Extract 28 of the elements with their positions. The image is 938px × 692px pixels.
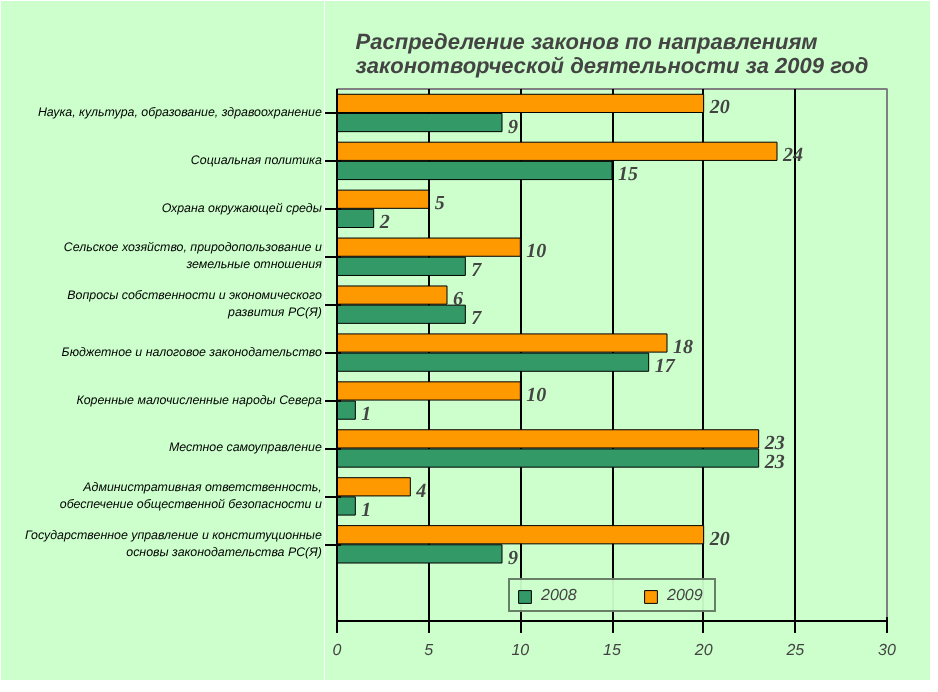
data-label: 4 bbox=[414, 480, 427, 503]
chart-title: Распределение законов по направлениям законотворческой деятельности за 2009 год bbox=[355, 31, 869, 79]
data-label: 7 bbox=[471, 260, 484, 283]
data-label: 10 bbox=[526, 241, 547, 264]
x-tick-label: 30 bbox=[878, 641, 897, 659]
data-label: 20 bbox=[707, 528, 730, 551]
data-label: 18 bbox=[673, 337, 693, 360]
legend-label: 2008 bbox=[541, 586, 579, 604]
data-label: 20 bbox=[707, 97, 730, 120]
data-label: 23 bbox=[762, 432, 785, 455]
x-tick-label: 5 bbox=[424, 641, 435, 659]
data-label: 1 bbox=[361, 404, 372, 427]
data-label: 9 bbox=[508, 116, 518, 139]
data-label: 23 bbox=[762, 452, 785, 475]
x-tick-label: 20 bbox=[692, 641, 714, 659]
data-label: 10 bbox=[526, 384, 547, 407]
data-label: 17 bbox=[654, 356, 677, 379]
data-label: 2 bbox=[377, 212, 390, 235]
data-label: 9 bbox=[508, 547, 518, 570]
data-label: 7 bbox=[471, 308, 484, 331]
data-label: 5 bbox=[434, 193, 445, 216]
data-label: 15 bbox=[618, 164, 638, 187]
data-label: 1 bbox=[361, 499, 372, 522]
x-tick-label: 10 bbox=[511, 641, 531, 659]
x-tick-label: 25 bbox=[784, 641, 806, 659]
x-tick-label: 0 bbox=[332, 641, 343, 659]
x-tick-label: 15 bbox=[603, 641, 622, 659]
legend-label: 2009 bbox=[667, 586, 705, 604]
